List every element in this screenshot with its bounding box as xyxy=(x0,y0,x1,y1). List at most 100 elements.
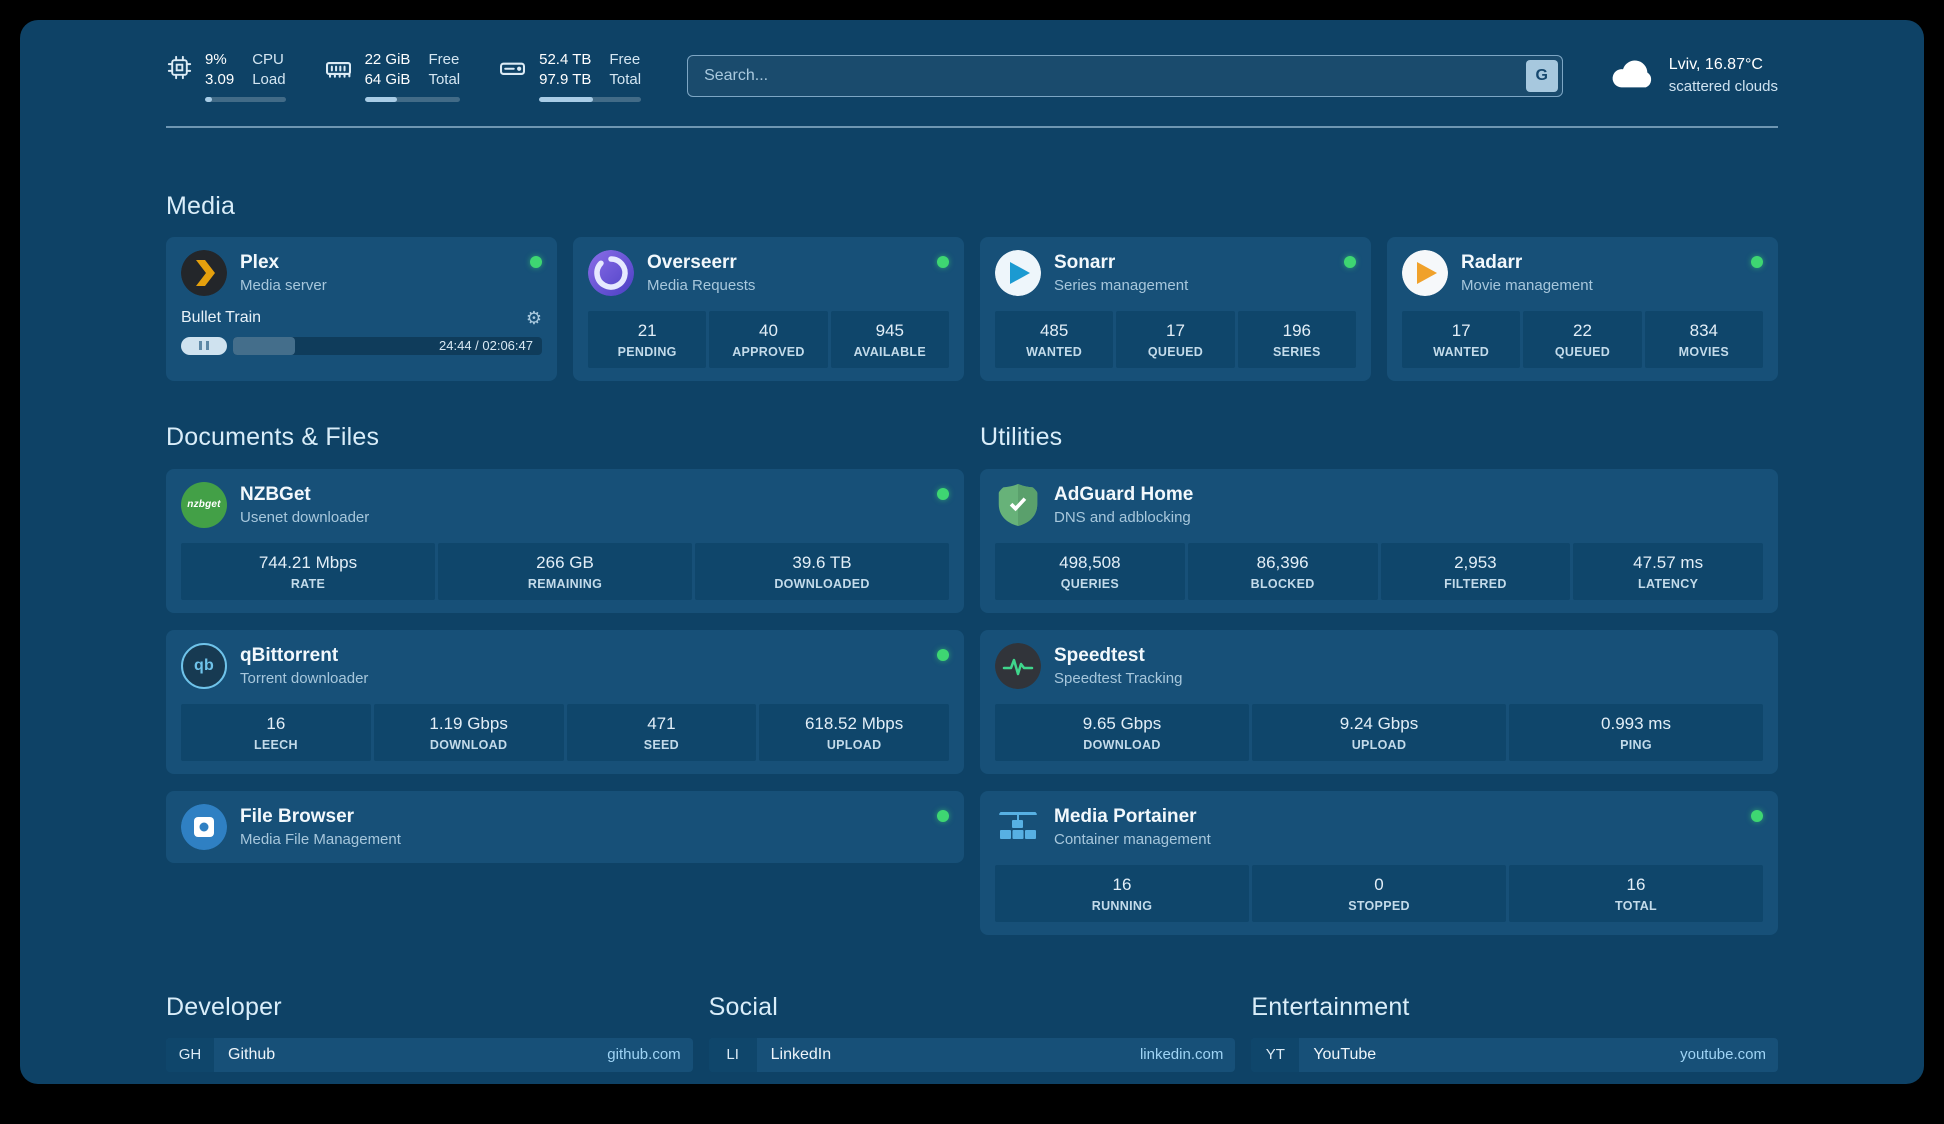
bookmark-github[interactable]: GH Github github.com xyxy=(166,1037,693,1072)
stat-filtered: 2,953 FILTERED xyxy=(1380,542,1571,600)
adguard-icon xyxy=(995,482,1041,528)
status-online-dot xyxy=(937,487,949,500)
app-name: File Browser xyxy=(240,805,355,827)
ram-free: 22 GiB xyxy=(364,51,411,68)
stat-stopped: 0 STOPPED xyxy=(1252,864,1506,922)
playback-progress-bar[interactable]: 24:44 / 02:06:47 xyxy=(233,336,542,355)
bookmark-url: linkedin.com xyxy=(1139,1046,1224,1063)
app-name: Overseerr xyxy=(647,251,737,273)
stat-available: 945 AVAILABLE xyxy=(830,310,949,368)
weather-location-temp: Lviv, 16.87°C xyxy=(1668,56,1763,74)
dashboard: 9% 3.09 CPU Load xyxy=(20,20,1924,1084)
entertainment-section-title: Entertainment xyxy=(1251,992,1410,1021)
radarr-card[interactable]: Radarr Movie management 17 WANTED 22 QUEUE… xyxy=(1387,236,1778,381)
stat-wanted: 17 WANTED xyxy=(1402,310,1521,368)
bookmark-name: Github xyxy=(228,1045,276,1063)
pause-button[interactable] xyxy=(181,336,227,355)
section-social: Social LI LinkedIn linkedin.com TW Twitt… xyxy=(708,992,1236,1085)
speedtest-card[interactable]: Speedtest Speedtest Tracking 9.65 Gbps DO… xyxy=(980,629,1778,774)
now-playing-title: Bullet Train xyxy=(181,308,262,326)
portainer-card[interactable]: Media Portainer Container management 16 R… xyxy=(980,790,1778,935)
app-name: Plex xyxy=(240,251,280,273)
cpu-widget: 9% 3.09 CPU Load xyxy=(166,50,286,102)
sonarr-icon xyxy=(995,249,1041,296)
app-name: Media Portainer xyxy=(1054,805,1197,827)
stat-running: 16 RUNNING xyxy=(995,864,1249,922)
disk-icon xyxy=(498,54,527,88)
app-subtitle: Media File Management xyxy=(240,830,401,848)
app-name: AdGuard Home xyxy=(1054,483,1194,505)
bookmark-name: YouTube xyxy=(1313,1045,1377,1063)
nzbget-card[interactable]: nzbget NZBGet Usenet downloader 744.21 M… xyxy=(166,468,964,613)
section-media: Media Plex Media server xyxy=(166,192,1778,381)
section-utilities: Utilities AdGuard Home DNS and adblockin… xyxy=(980,423,1778,935)
qbittorrent-icon: qb xyxy=(181,642,227,689)
filebrowser-card[interactable]: File Browser Media File Management xyxy=(166,790,964,863)
nzbget-icon: nzbget xyxy=(181,481,227,528)
bookmark-youtube[interactable]: YT YouTube youtube.com xyxy=(1251,1037,1778,1072)
status-online-dot xyxy=(1344,255,1356,268)
stat-seed: 471 SEED xyxy=(566,703,757,761)
app-name: Sonarr xyxy=(1054,251,1116,273)
search-engine-button[interactable]: G xyxy=(1525,59,1558,92)
speedtest-icon xyxy=(995,642,1041,689)
adguard-card[interactable]: AdGuard Home DNS and adblocking 498,508 Q… xyxy=(980,468,1778,613)
gear-icon[interactable]: ⚙ xyxy=(525,307,542,328)
ram-total: 64 GiB xyxy=(364,71,411,89)
social-section-title: Social xyxy=(708,992,778,1021)
cloud-icon xyxy=(1609,56,1655,95)
stat-queries: 498,508 QUERIES xyxy=(995,542,1185,600)
qbittorrent-card[interactable]: qb qBittorrent Torrent downloader 16 LEEC… xyxy=(166,629,964,774)
status-online-dot xyxy=(937,809,949,822)
plex-card[interactable]: Plex Media server Bullet Train ⚙ 24:4 xyxy=(166,236,557,381)
stat-leech: 16 LEECH xyxy=(181,703,371,761)
plex-icon xyxy=(181,249,227,296)
stat-remaining: 266 GB REMAINING xyxy=(438,542,692,600)
cpu-load-label: Load xyxy=(252,71,286,89)
overseerr-card[interactable]: Overseerr Media Requests 21 PENDING 40 APP… xyxy=(573,236,964,381)
app-subtitle: DNS and adblocking xyxy=(1054,508,1191,526)
stat-queued: 22 QUEUED xyxy=(1523,310,1642,368)
topbar-divider xyxy=(166,125,1778,128)
ram-widget: 22 GiB 64 GiB Free Total xyxy=(324,50,461,102)
stat-wanted: 485 WANTED xyxy=(995,310,1114,368)
stat-movies: 834 MOVIES xyxy=(1644,310,1763,368)
app-subtitle: Media server xyxy=(240,276,327,294)
bookmark-abbr: LI xyxy=(708,1037,757,1072)
disk-widget: 52.4 TB 97.9 TB Free Total xyxy=(498,50,642,102)
status-online-dot xyxy=(530,255,542,268)
bookmark-url: youtube.com xyxy=(1680,1046,1766,1063)
overseerr-icon xyxy=(588,249,634,296)
status-online-dot xyxy=(1751,255,1763,268)
sonarr-card[interactable]: Sonarr Series management 485 WANTED 17 QUE… xyxy=(980,236,1371,381)
cpu-label: CPU xyxy=(252,51,284,68)
app-subtitle: Series management xyxy=(1054,276,1189,294)
stat-pending: 21 PENDING xyxy=(588,310,707,368)
status-online-dot xyxy=(1751,809,1763,822)
weather-widget[interactable]: Lviv, 16.87°C scattered clouds xyxy=(1609,54,1778,97)
playback-time: 24:44 / 02:06:47 xyxy=(439,337,533,353)
filebrowser-icon xyxy=(181,803,227,850)
app-subtitle: Speedtest Tracking xyxy=(1054,669,1183,687)
documents-section-title: Documents & Files xyxy=(166,422,380,451)
search-input[interactable] xyxy=(687,54,1563,97)
ram-icon xyxy=(324,54,353,88)
ram-total-label: Total xyxy=(428,71,461,89)
app-name: Radarr xyxy=(1461,251,1523,273)
section-documents: Documents & Files nzbget NZBGet Usenet d… xyxy=(166,423,964,935)
app-subtitle: Movie management xyxy=(1461,276,1593,294)
stat-downloaded: 39.6 TB DOWNLOADED xyxy=(695,542,949,600)
stat-total: 16 TOTAL xyxy=(1509,864,1763,922)
stat-approved: 40 APPROVED xyxy=(709,310,828,368)
disk-free-label: Free xyxy=(609,51,641,68)
stat-download: 1.19 Gbps DOWNLOAD xyxy=(373,703,564,761)
app-name: Speedtest xyxy=(1054,644,1145,666)
disk-total-label: Total xyxy=(609,71,642,89)
stat-ping: 0.993 ms PING xyxy=(1509,703,1763,761)
stat-upload: 9.24 Gbps UPLOAD xyxy=(1252,703,1506,761)
stat-blocked: 86,396 BLOCKED xyxy=(1187,542,1378,600)
cpu-icon xyxy=(166,54,193,86)
top-bar: 9% 3.09 CPU Load xyxy=(166,20,1778,102)
bookmark-url: github.com xyxy=(607,1046,681,1063)
bookmark-linkedin[interactable]: LI LinkedIn linkedin.com xyxy=(708,1037,1236,1072)
